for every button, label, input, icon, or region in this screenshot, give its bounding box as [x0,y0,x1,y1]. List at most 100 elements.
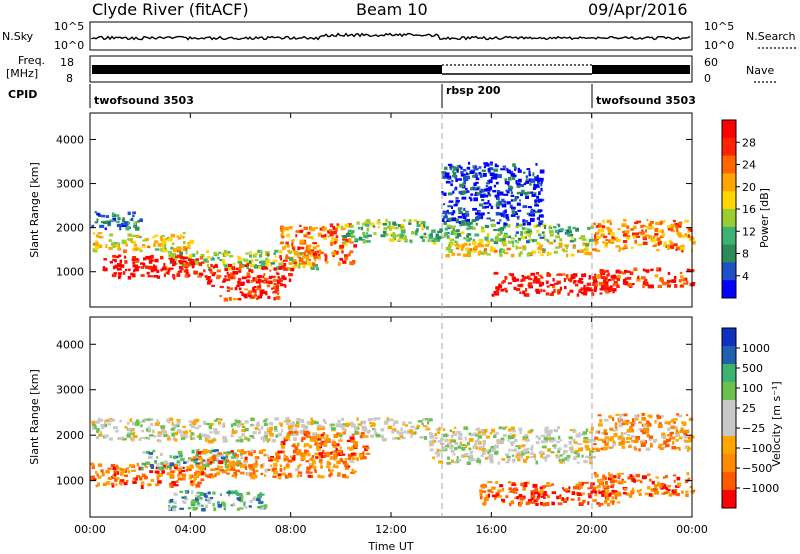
data-cell [168,253,174,257]
data-cell [229,272,235,277]
data-cell [238,266,242,271]
xtick-label: 12:00 [375,523,407,536]
data-cell [504,276,508,280]
data-cell [229,287,233,290]
data-cell [417,420,423,423]
data-cell [342,453,346,456]
data-cell [190,261,195,266]
data-cell [629,271,634,276]
data-cell [156,463,160,466]
data-cell [677,224,682,228]
data-cell [188,474,192,477]
data-cell [506,455,511,458]
data-cell [573,485,577,490]
data-cell [119,419,122,423]
data-cell [348,457,351,461]
data-cell [233,465,236,469]
data-cell [272,259,278,263]
data-cell [593,487,596,491]
data-cell [497,228,502,232]
data-cell [441,446,447,451]
data-cell [206,498,211,501]
data-cell [151,259,155,262]
data-cell [260,472,264,476]
data-cell [504,181,510,185]
data-cell [434,451,439,455]
data-cell [342,238,347,241]
data-cell [221,252,225,255]
data-cell [242,425,246,429]
ytick-label: 4000 [56,133,84,146]
data-cell [501,203,507,208]
data-cell [452,228,456,231]
data-cell [511,483,517,486]
data-cell [456,229,460,233]
data-cell [598,423,603,427]
data-cell [142,451,148,454]
cpid-segment-3: twofsound 3503 [596,94,696,107]
data-cell [263,453,267,457]
data-cell [291,259,297,263]
data-cell [281,264,286,269]
data-cell [142,436,146,439]
data-cell [544,238,548,241]
data-cell [433,237,438,240]
data-cell [517,446,521,450]
data-cell [545,502,550,506]
data-cell [129,418,133,422]
data-cell [490,238,494,242]
data-cell [546,433,551,438]
data-cell [564,286,567,290]
data-cell [610,232,615,236]
data-cell [367,418,372,422]
data-cell [503,193,509,196]
data-cell [239,297,242,301]
data-cell [443,433,448,438]
data-cell [515,278,520,282]
data-cell [350,452,356,456]
data-cell [661,434,666,438]
data-cell [302,452,307,456]
data-cell [302,239,306,242]
data-cell [362,445,367,449]
data-cell [479,190,482,194]
data-cell [623,218,627,222]
data-cell [545,426,549,429]
data-cell [682,235,686,238]
data-cell [545,456,549,459]
data-cell [291,444,296,448]
beam-title: Beam 10 [356,0,428,19]
data-cell [162,241,167,245]
xtick-label: 04:00 [174,523,206,536]
data-cell [672,491,678,496]
data-cell [215,277,220,280]
data-cell [93,242,96,245]
data-cell [144,265,149,269]
data-cell [510,199,513,202]
data-cell [654,484,659,487]
data-cell [283,420,286,423]
data-cell [169,455,172,459]
data-cell [565,490,571,493]
data-cell [636,232,640,236]
data-cell [187,258,192,261]
data-cell [195,494,198,498]
data-cell [659,447,664,451]
data-cell [157,243,163,247]
data-cell [444,227,449,231]
data-cell [535,497,540,501]
data-cell [427,421,430,425]
data-cell [334,238,338,242]
data-cell [189,239,195,244]
data-cell [279,464,283,467]
data-cell [500,437,505,441]
data-cell [134,477,138,481]
data-cell [283,259,288,262]
data-cell [510,187,514,190]
data-cell [361,226,364,231]
data-cell [334,227,338,232]
data-cell [288,250,293,254]
data-cell [624,277,628,281]
data-cell [296,420,300,424]
data-cell [454,447,458,451]
